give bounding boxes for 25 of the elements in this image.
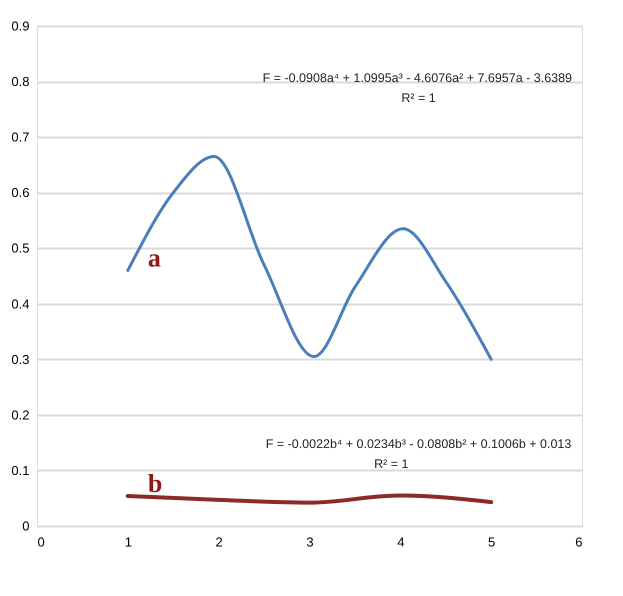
x-tick-label: 2: [216, 534, 223, 550]
x-tick-label: 1: [124, 534, 132, 550]
y-tick-label: 0: [22, 518, 30, 534]
series-label: b: [148, 469, 162, 498]
line-series: [126, 155, 493, 361]
series-label: a: [148, 243, 161, 272]
line-series: [126, 493, 494, 505]
annotation: F = -0.0022b⁴ + 0.0234b³ - 0.0808b² + 0.1006b + 0.013: [266, 437, 572, 451]
y-tick-label: 0.9: [11, 18, 30, 34]
y-tick-label: 0.8: [11, 74, 30, 90]
x-tick-label: 4: [397, 534, 404, 550]
y-tick-label: 0.1: [11, 462, 30, 478]
annotation: R² = 1: [374, 457, 408, 471]
annotation: F = -0.0908a⁴ + 1.0995a³ - 4.6076a² + 7.6957a - 3.6389: [262, 71, 572, 85]
x-tick-label: 5: [488, 534, 496, 550]
x-tick-label: 6: [575, 534, 582, 550]
annotation: R² = 1: [401, 91, 436, 105]
x-tick-label: 3: [306, 534, 314, 550]
y-tick-label: 0.2: [11, 407, 30, 422]
x-tick-label: 0: [38, 534, 45, 550]
y-tick-label: 0.3: [11, 352, 30, 367]
y-tick-label: 0.5: [11, 240, 30, 256]
y-tick-label: 0.7: [11, 130, 30, 145]
y-tick-label: 0.6: [11, 185, 30, 200]
y-tick-label: 0.4: [11, 296, 30, 312]
